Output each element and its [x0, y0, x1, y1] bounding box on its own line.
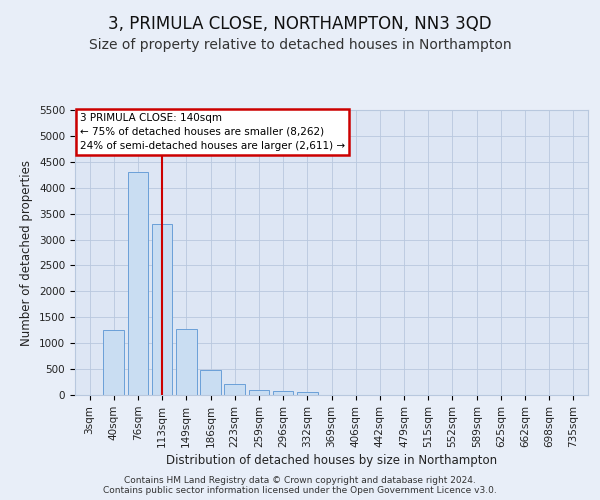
- Bar: [273, 392, 293, 395]
- Text: 3 PRIMULA CLOSE: 140sqm
← 75% of detached houses are smaller (8,262)
24% of semi: 3 PRIMULA CLOSE: 140sqm ← 75% of detache…: [80, 113, 345, 151]
- Text: Size of property relative to detached houses in Northampton: Size of property relative to detached ho…: [89, 38, 511, 52]
- Bar: [248, 390, 269, 395]
- Bar: [297, 392, 317, 395]
- Bar: [176, 329, 197, 395]
- Bar: [103, 330, 124, 395]
- Text: Contains HM Land Registry data © Crown copyright and database right 2024.
Contai: Contains HM Land Registry data © Crown c…: [103, 476, 497, 495]
- Bar: [152, 224, 172, 395]
- Text: 3, PRIMULA CLOSE, NORTHAMPTON, NN3 3QD: 3, PRIMULA CLOSE, NORTHAMPTON, NN3 3QD: [108, 15, 492, 33]
- X-axis label: Distribution of detached houses by size in Northampton: Distribution of detached houses by size …: [166, 454, 497, 467]
- Bar: [224, 384, 245, 395]
- Bar: [200, 370, 221, 395]
- Y-axis label: Number of detached properties: Number of detached properties: [20, 160, 34, 346]
- Bar: [128, 172, 148, 395]
